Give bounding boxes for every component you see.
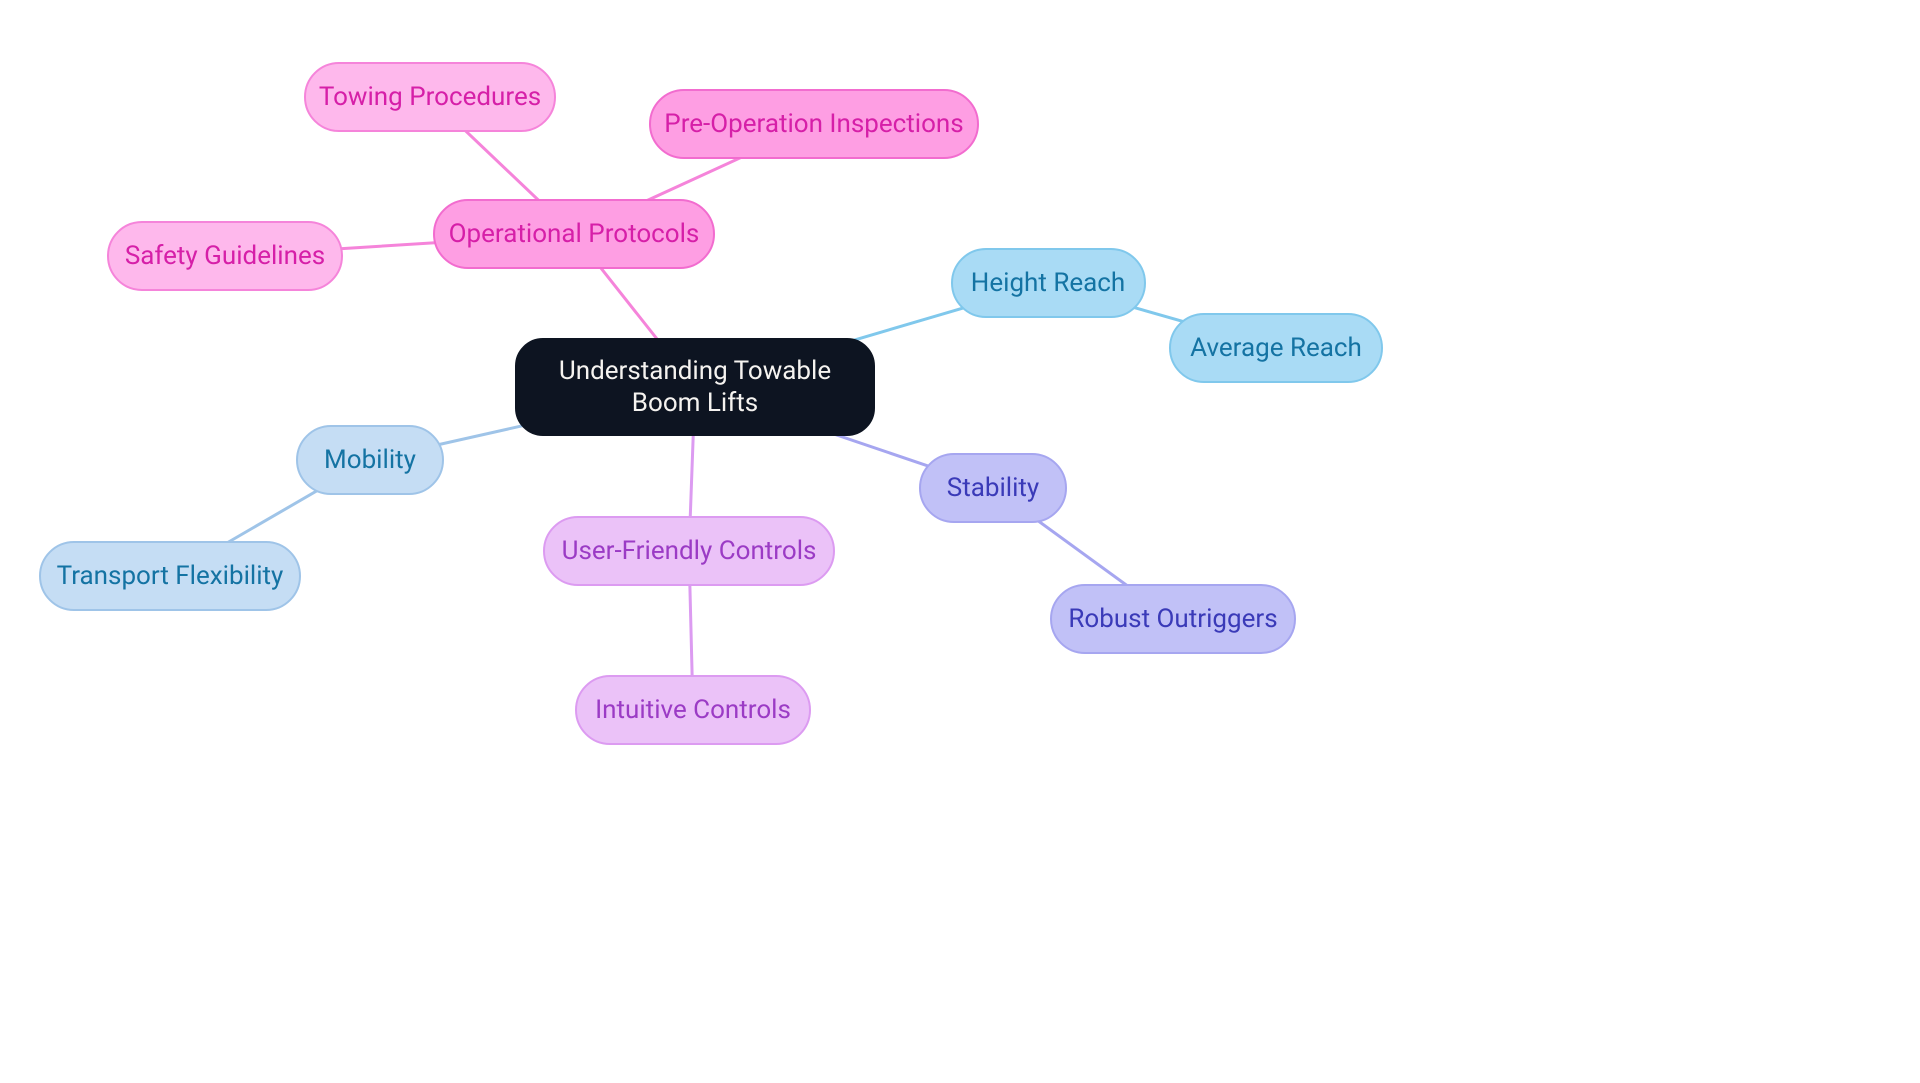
node-height: Height Reach: [951, 248, 1146, 318]
node-controls: User-Friendly Controls: [543, 516, 835, 586]
edge-layer: [0, 0, 1920, 1083]
node-preop: Pre-Operation Inspections: [649, 89, 979, 159]
node-intuitive: Intuitive Controls: [575, 675, 811, 745]
node-stability: Stability: [919, 453, 1067, 523]
node-operational: Operational Protocols: [433, 199, 715, 269]
node-transport: Transport Flexibility: [39, 541, 301, 611]
node-center: Understanding Towable Boom Lifts: [515, 338, 875, 436]
node-outriggers: Robust Outriggers: [1050, 584, 1296, 654]
node-towing: Towing Procedures: [304, 62, 556, 132]
node-mobility: Mobility: [296, 425, 444, 495]
node-safety: Safety Guidelines: [107, 221, 343, 291]
node-avgreach: Average Reach: [1169, 313, 1383, 383]
